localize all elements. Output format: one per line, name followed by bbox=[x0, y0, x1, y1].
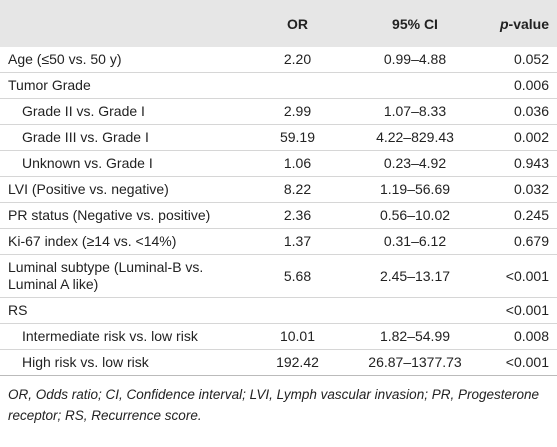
header-cell bbox=[0, 0, 240, 47]
row-label: Grade II vs. Grade I bbox=[0, 98, 240, 125]
table-body: Age (≤50 vs. 50 y) 2.20 0.99–4.88 0.052 Tumo… bbox=[0, 47, 557, 376]
header-text: p bbox=[499, 15, 509, 32]
or-cell: 1.06 bbox=[240, 150, 355, 177]
header-text: -value bbox=[508, 15, 549, 32]
or-cell bbox=[240, 72, 355, 99]
p-cell: 0.679 bbox=[475, 228, 557, 255]
or-cell: 192.42 bbox=[240, 349, 355, 376]
footnote: OR, Odds ratio; CI, Confidence interval;… bbox=[8, 387, 540, 423]
or-cell: 2.99 bbox=[240, 98, 355, 125]
ci-cell: 0.23–4.92 bbox=[355, 150, 475, 177]
table-row: Age (≤50 vs. 50 y) 2.20 0.99–4.88 0.052 bbox=[0, 47, 557, 73]
or-cell: 1.37 bbox=[240, 228, 355, 255]
header-cell: 95% CI bbox=[392, 15, 438, 32]
table-header: OR 95% CI p-value bbox=[0, 0, 557, 47]
ci-cell: 1.82–54.99 bbox=[355, 323, 475, 350]
or-cell: 59.19 bbox=[240, 124, 355, 151]
ci-cell bbox=[355, 297, 475, 324]
or-cell: 2.36 bbox=[240, 202, 355, 229]
p-cell: 0.245 bbox=[475, 202, 557, 229]
row-label: Tumor Grade bbox=[0, 72, 240, 99]
row-label: LVI (Positive vs. negative) bbox=[0, 176, 240, 203]
header-row: OR 95% CI p-value bbox=[0, 0, 557, 47]
ci-cell: 4.22–829.43 bbox=[355, 124, 475, 151]
row-label: Unknown vs. Grade I bbox=[0, 150, 240, 177]
header-cell: OR bbox=[287, 15, 308, 32]
row-label: RS bbox=[0, 297, 240, 324]
p-cell: 0.002 bbox=[475, 124, 557, 151]
table-row: Ki-67 index (≥14 vs. <14%) 1.37 0.31–6.12 0… bbox=[0, 228, 557, 255]
row-label: PR status (Negative vs. positive) bbox=[0, 202, 240, 229]
ci-cell: 0.56–10.02 bbox=[355, 202, 475, 229]
p-cell: 0.032 bbox=[475, 176, 557, 203]
p-cell: 0.036 bbox=[475, 98, 557, 125]
or-cell bbox=[240, 297, 355, 324]
ci-cell: 2.45–13.17 bbox=[355, 254, 475, 298]
table-row: LVI (Positive vs. negative) 8.22 1.19–56.6… bbox=[0, 176, 557, 203]
table-row: RS <0.001 bbox=[0, 297, 557, 324]
row-label: Intermediate risk vs. low risk bbox=[0, 323, 240, 350]
ci-cell bbox=[355, 72, 475, 99]
or-cell: 8.22 bbox=[240, 176, 355, 203]
p-cell: 0.943 bbox=[475, 150, 557, 177]
or-cell: 10.01 bbox=[240, 323, 355, 350]
p-cell: <0.001 bbox=[475, 254, 557, 298]
table-row: High risk vs. low risk 192.42 26.87–1377.7… bbox=[0, 349, 557, 376]
row-label: Grade III vs. Grade I bbox=[0, 124, 240, 151]
ci-cell: 0.31–6.12 bbox=[355, 228, 475, 255]
table-row: Grade III vs. Grade I 59.19 4.22–829.43 0.0… bbox=[0, 124, 557, 151]
table: OR 95% CI p-value Age (≤50 vs. 50 y) 2.20… bbox=[0, 0, 557, 376]
p-cell: 0.052 bbox=[475, 47, 557, 73]
p-cell: <0.001 bbox=[475, 349, 557, 376]
table-row: Intermediate risk vs. low risk 10.01 1.82–… bbox=[0, 323, 557, 350]
ci-cell: 0.99–4.88 bbox=[355, 47, 475, 73]
header-cell: p-value bbox=[475, 0, 557, 47]
row-label: Luminal subtype (Luminal-B vs. Luminal A… bbox=[0, 254, 240, 298]
row-label: Ki-67 index (≥14 vs. <14%) bbox=[0, 228, 240, 255]
ci-cell: 26.87–1377.73 bbox=[355, 349, 475, 376]
or-cell: 2.20 bbox=[240, 47, 355, 73]
table-row: PR status (Negative vs. positive) 2.36 0.5… bbox=[0, 202, 557, 229]
p-cell: 0.008 bbox=[475, 323, 557, 350]
table-row: Unknown vs. Grade I 1.06 0.23–4.92 0.943 bbox=[0, 150, 557, 177]
p-cell: <0.001 bbox=[475, 297, 557, 324]
row-label: High risk vs. low risk bbox=[0, 349, 240, 376]
table-row: Luminal subtype (Luminal-B vs. Luminal A… bbox=[0, 254, 557, 298]
table-row: Grade II vs. Grade I 2.99 1.07–8.33 0.036 bbox=[0, 98, 557, 125]
ci-cell: 1.07–8.33 bbox=[355, 98, 475, 125]
or-cell: 5.68 bbox=[240, 254, 355, 298]
ci-cell: 1.19–56.69 bbox=[355, 176, 475, 203]
table-row: Tumor Grade 0.006 bbox=[0, 72, 557, 99]
row-label: Age (≤50 vs. 50 y) bbox=[0, 47, 240, 73]
p-cell: 0.006 bbox=[475, 72, 557, 99]
